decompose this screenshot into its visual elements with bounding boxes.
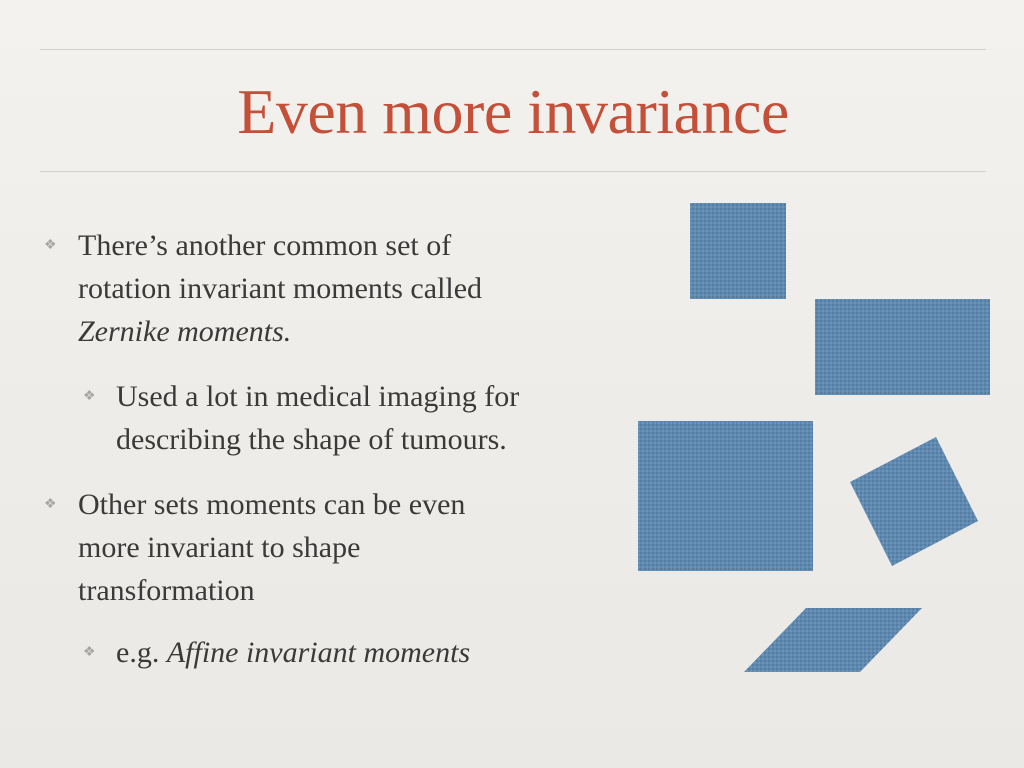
bullet-text-line: rotation invariant moments called [78, 272, 483, 305]
bullet-text-prefix: e.g. [116, 636, 167, 669]
bullet-text-line: There’s another common set of [78, 229, 452, 262]
bullet-text-line: Used a lot in medical imaging for [116, 380, 520, 413]
slide-title: Even more invariance [237, 76, 789, 147]
wide-rectangle-shape [815, 299, 990, 395]
bullet-text-line: transformation [78, 574, 255, 607]
bullet-marker-icon: ❖ [44, 497, 57, 512]
bullet-item: ❖ Other sets moments can be even more in… [40, 483, 620, 612]
rotated-square-shape [850, 437, 978, 566]
bullet-list: ❖ There’s another common set of rotation… [40, 224, 620, 674]
large-rectangle-shape [638, 421, 813, 571]
bullet-text-line: Other sets moments can be even [78, 488, 466, 521]
bullet-text-line: more invariant to shape [78, 531, 361, 564]
title-divider [40, 171, 986, 172]
bullet-marker-icon: ❖ [44, 238, 57, 253]
bullet-marker-icon: ❖ [83, 645, 96, 660]
small-square-shape [690, 203, 786, 299]
parallelogram-shape [744, 608, 922, 672]
bullet-text-italic: Affine invariant moments [166, 636, 471, 669]
top-divider [40, 49, 986, 50]
bullet-text-italic: Zernike moments. [78, 315, 292, 348]
bullet-marker-icon: ❖ [83, 389, 96, 404]
bullet-text-line: describing the shape of tumours. [116, 423, 507, 456]
bullet-item: ❖ There’s another common set of rotation… [40, 224, 620, 353]
sub-bullet-item: ❖ e.g. Affine invariant moments [40, 631, 620, 674]
sub-bullet-item: ❖ Used a lot in medical imaging for desc… [40, 375, 620, 461]
